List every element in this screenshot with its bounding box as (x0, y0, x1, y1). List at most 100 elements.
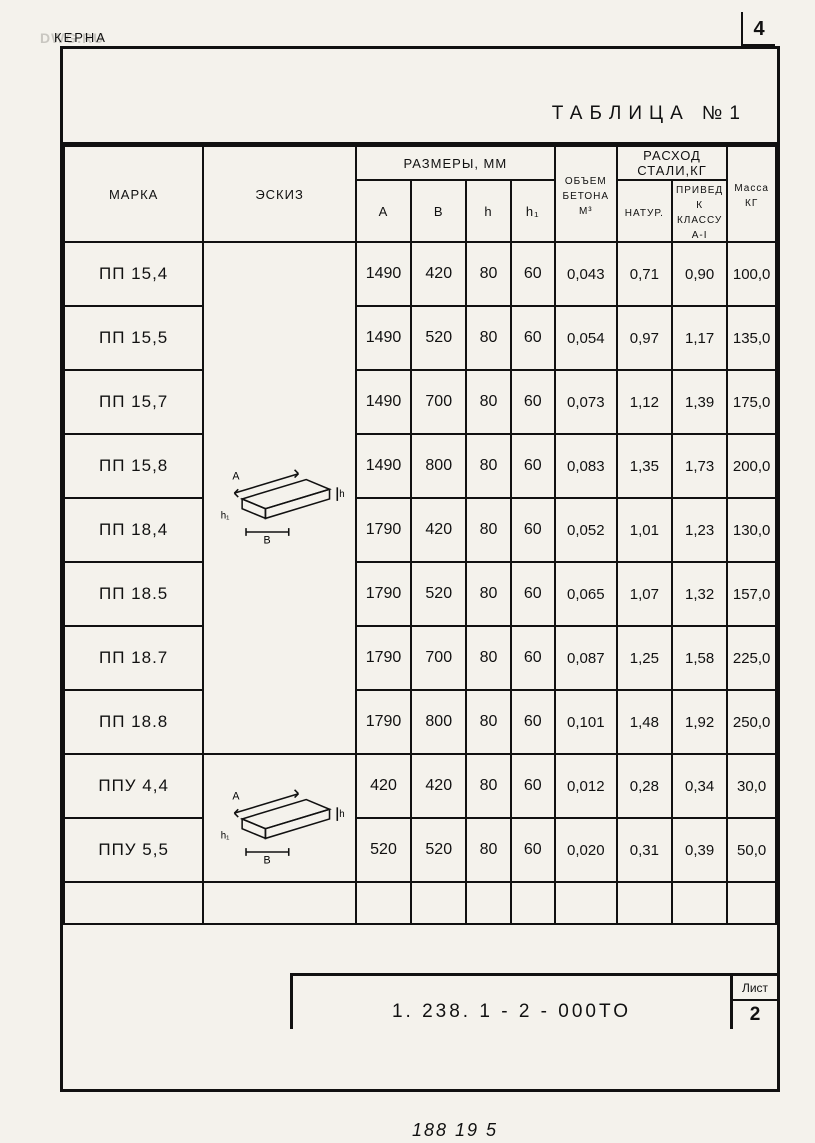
lower-area: 1. 238. 1 - 2 - 000TO Лист 2 (63, 925, 777, 1029)
cell-vol: 0,052 (555, 498, 617, 562)
cell-a: 1490 (356, 434, 411, 498)
cell-h: 80 (466, 242, 510, 306)
cell-nat: 1,01 (617, 498, 672, 562)
cell-vol: 0,101 (555, 690, 617, 754)
svg-text:h: h (339, 489, 344, 500)
cell-h1: 60 (511, 370, 555, 434)
cell-h: 80 (466, 498, 510, 562)
cell-mass: 200,0 (727, 434, 776, 498)
cell-pri: 1,58 (672, 626, 727, 690)
table-row: ПП 15,7149070080600,0731,121,39175,0 (64, 370, 776, 434)
slab-sketch-icon: A B h₁ h (213, 768, 347, 868)
cell-mass: 157,0 (727, 562, 776, 626)
cell-h1: 60 (511, 626, 555, 690)
col-a: A (356, 180, 411, 242)
cell-pri: 0,34 (672, 754, 727, 818)
cell-mass: 135,0 (727, 306, 776, 370)
cell-b: 700 (411, 370, 466, 434)
cell-empty (356, 882, 411, 924)
cell-empty (203, 882, 356, 924)
cell-eskiz: A B h₁ h (203, 242, 356, 754)
cell-mass: 100,0 (727, 242, 776, 306)
title-stamp: 1. 238. 1 - 2 - 000TO Лист 2 (290, 973, 777, 1029)
table-row: ПП 18.5179052080600,0651,071,32157,0 (64, 562, 776, 626)
cell-empty (555, 882, 617, 924)
table-container: МАРКА ЭСКИЗ РАЗМЕРЫ, ММ ОБЪЕМ БЕТОНА М³ … (63, 145, 777, 925)
col-eskiz: ЭСКИЗ (203, 146, 356, 242)
col-marka: МАРКА (64, 146, 203, 242)
cell-h1: 60 (511, 818, 555, 882)
cell-b: 800 (411, 690, 466, 754)
cell-mass: 50,0 (727, 818, 776, 882)
col-dimensions: РАЗМЕРЫ, ММ (356, 146, 555, 180)
cell-marka: ПП 18.5 (64, 562, 203, 626)
cell-marka: ПП 15,4 (64, 242, 203, 306)
cell-marka: ПП 15,8 (64, 434, 203, 498)
cell-mass: 175,0 (727, 370, 776, 434)
cell-vol: 0,020 (555, 818, 617, 882)
slab-sketch-icon: A B h₁ h (213, 438, 347, 558)
cell-nat: 0,28 (617, 754, 672, 818)
cell-a: 1790 (356, 562, 411, 626)
cell-b: 520 (411, 562, 466, 626)
cell-empty (466, 882, 510, 924)
cell-h1: 60 (511, 562, 555, 626)
table-row: ПП 15,8149080080600,0831,351,73200,0 (64, 434, 776, 498)
cell-a: 1490 (356, 306, 411, 370)
cell-h1: 60 (511, 306, 555, 370)
svg-text:h₁: h₁ (220, 830, 229, 841)
cell-a: 1790 (356, 626, 411, 690)
cell-h1: 60 (511, 242, 555, 306)
mass-label-1: Масса (734, 183, 769, 194)
top-label: КЕРНА (54, 30, 107, 45)
cell-nat: 0,97 (617, 306, 672, 370)
cell-vol: 0,065 (555, 562, 617, 626)
cell-marka: ППУ 4,4 (64, 754, 203, 818)
svg-text:A: A (232, 791, 240, 803)
cell-a: 1490 (356, 242, 411, 306)
col-natur: НАТУР. (617, 180, 672, 242)
col-mass: Масса КГ (727, 146, 776, 242)
col-b: B (411, 180, 466, 242)
cell-b: 700 (411, 626, 466, 690)
cell-a: 520 (356, 818, 411, 882)
col-h1: h₁ (511, 180, 555, 242)
table-title: ТАБЛИЦА №1 (552, 103, 747, 125)
sheet-label: Лист (733, 976, 777, 1001)
cell-h: 80 (466, 562, 510, 626)
drawing-code: 1. 238. 1 - 2 - 000TO (293, 976, 733, 1029)
cell-h1: 60 (511, 498, 555, 562)
cell-vol: 0,054 (555, 306, 617, 370)
cell-empty (672, 882, 727, 924)
svg-text:A: A (232, 471, 240, 483)
sheet-column: Лист 2 (733, 976, 777, 1029)
cell-h1: 60 (511, 754, 555, 818)
table-row: ПП 15,4 A B h₁ h 149042080600,0430,710,9… (64, 242, 776, 306)
table-row: ПП 15,5149052080600,0540,971,17135,0 (64, 306, 776, 370)
cell-h: 80 (466, 306, 510, 370)
cell-pri: 1,17 (672, 306, 727, 370)
volume-unit: М³ (579, 206, 593, 217)
cell-vol: 0,012 (555, 754, 617, 818)
cell-b: 520 (411, 818, 466, 882)
cell-h: 80 (466, 754, 510, 818)
table-row-empty (64, 882, 776, 924)
cell-empty (617, 882, 672, 924)
cell-a: 420 (356, 754, 411, 818)
cell-eskiz: A B h₁ h (203, 754, 356, 882)
cell-nat: 1,48 (617, 690, 672, 754)
cell-h1: 60 (511, 690, 555, 754)
cell-b: 420 (411, 754, 466, 818)
drawing-frame: ТАБЛИЦА №1 МАРКА ЭСКИЗ РАЗМЕРЫ, ММ ОБЪЕМ… (60, 46, 780, 1092)
volume-label-2: БЕТОНА (563, 191, 610, 202)
col-h: h (466, 180, 510, 242)
cell-pri: 1,32 (672, 562, 727, 626)
cell-empty (411, 882, 466, 924)
cell-b: 420 (411, 498, 466, 562)
cell-h: 80 (466, 626, 510, 690)
cell-vol: 0,083 (555, 434, 617, 498)
cell-pri: 1,92 (672, 690, 727, 754)
title-block: ТАБЛИЦА №1 (63, 49, 777, 145)
cell-h1: 60 (511, 434, 555, 498)
spec-table: МАРКА ЭСКИЗ РАЗМЕРЫ, ММ ОБЪЕМ БЕТОНА М³ … (63, 145, 777, 925)
